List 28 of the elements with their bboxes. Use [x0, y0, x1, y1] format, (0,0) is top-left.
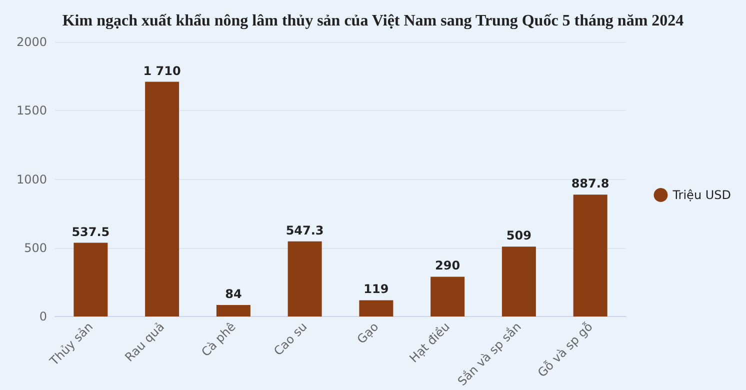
data-label: 537.5 — [72, 224, 110, 239]
data-label: 509 — [506, 228, 532, 243]
data-label: 547.3 — [286, 223, 324, 238]
bar — [502, 246, 536, 317]
x-tick-label: Gạo — [354, 320, 382, 346]
data-label: 290 — [435, 258, 460, 273]
bar — [145, 82, 180, 317]
y-tick-label: 2000 — [16, 35, 47, 49]
bar — [430, 276, 465, 317]
x-tick-label: Rau quả — [122, 320, 168, 364]
data-label: 119 — [364, 282, 389, 296]
data-label: 84 — [225, 287, 242, 302]
bar — [359, 300, 394, 317]
y-tick-label: 1000 — [16, 172, 47, 186]
data-label: 887.8 — [571, 176, 610, 191]
y-tick-label: 500 — [24, 240, 47, 255]
y-tick-label: 1500 — [16, 104, 47, 118]
x-tick-label: Gỗ và sp gỗ — [534, 320, 596, 380]
bar — [288, 241, 322, 317]
y-tick-label: 0 — [39, 310, 47, 324]
chart-title: Kim ngạch xuất khẩu nông lâm thủy sản của Việt Nam sang Trung Quốc 5 tháng năm 2024 — [62, 12, 684, 30]
x-tick-label: Cao su — [271, 320, 310, 358]
legend-label: Triệu USD — [672, 188, 732, 202]
bar — [216, 305, 250, 317]
bar — [74, 242, 108, 317]
data-label: 1 710 — [143, 64, 181, 78]
x-tick-label: Sắn và sp sắn — [454, 320, 524, 389]
bar — [573, 194, 608, 317]
